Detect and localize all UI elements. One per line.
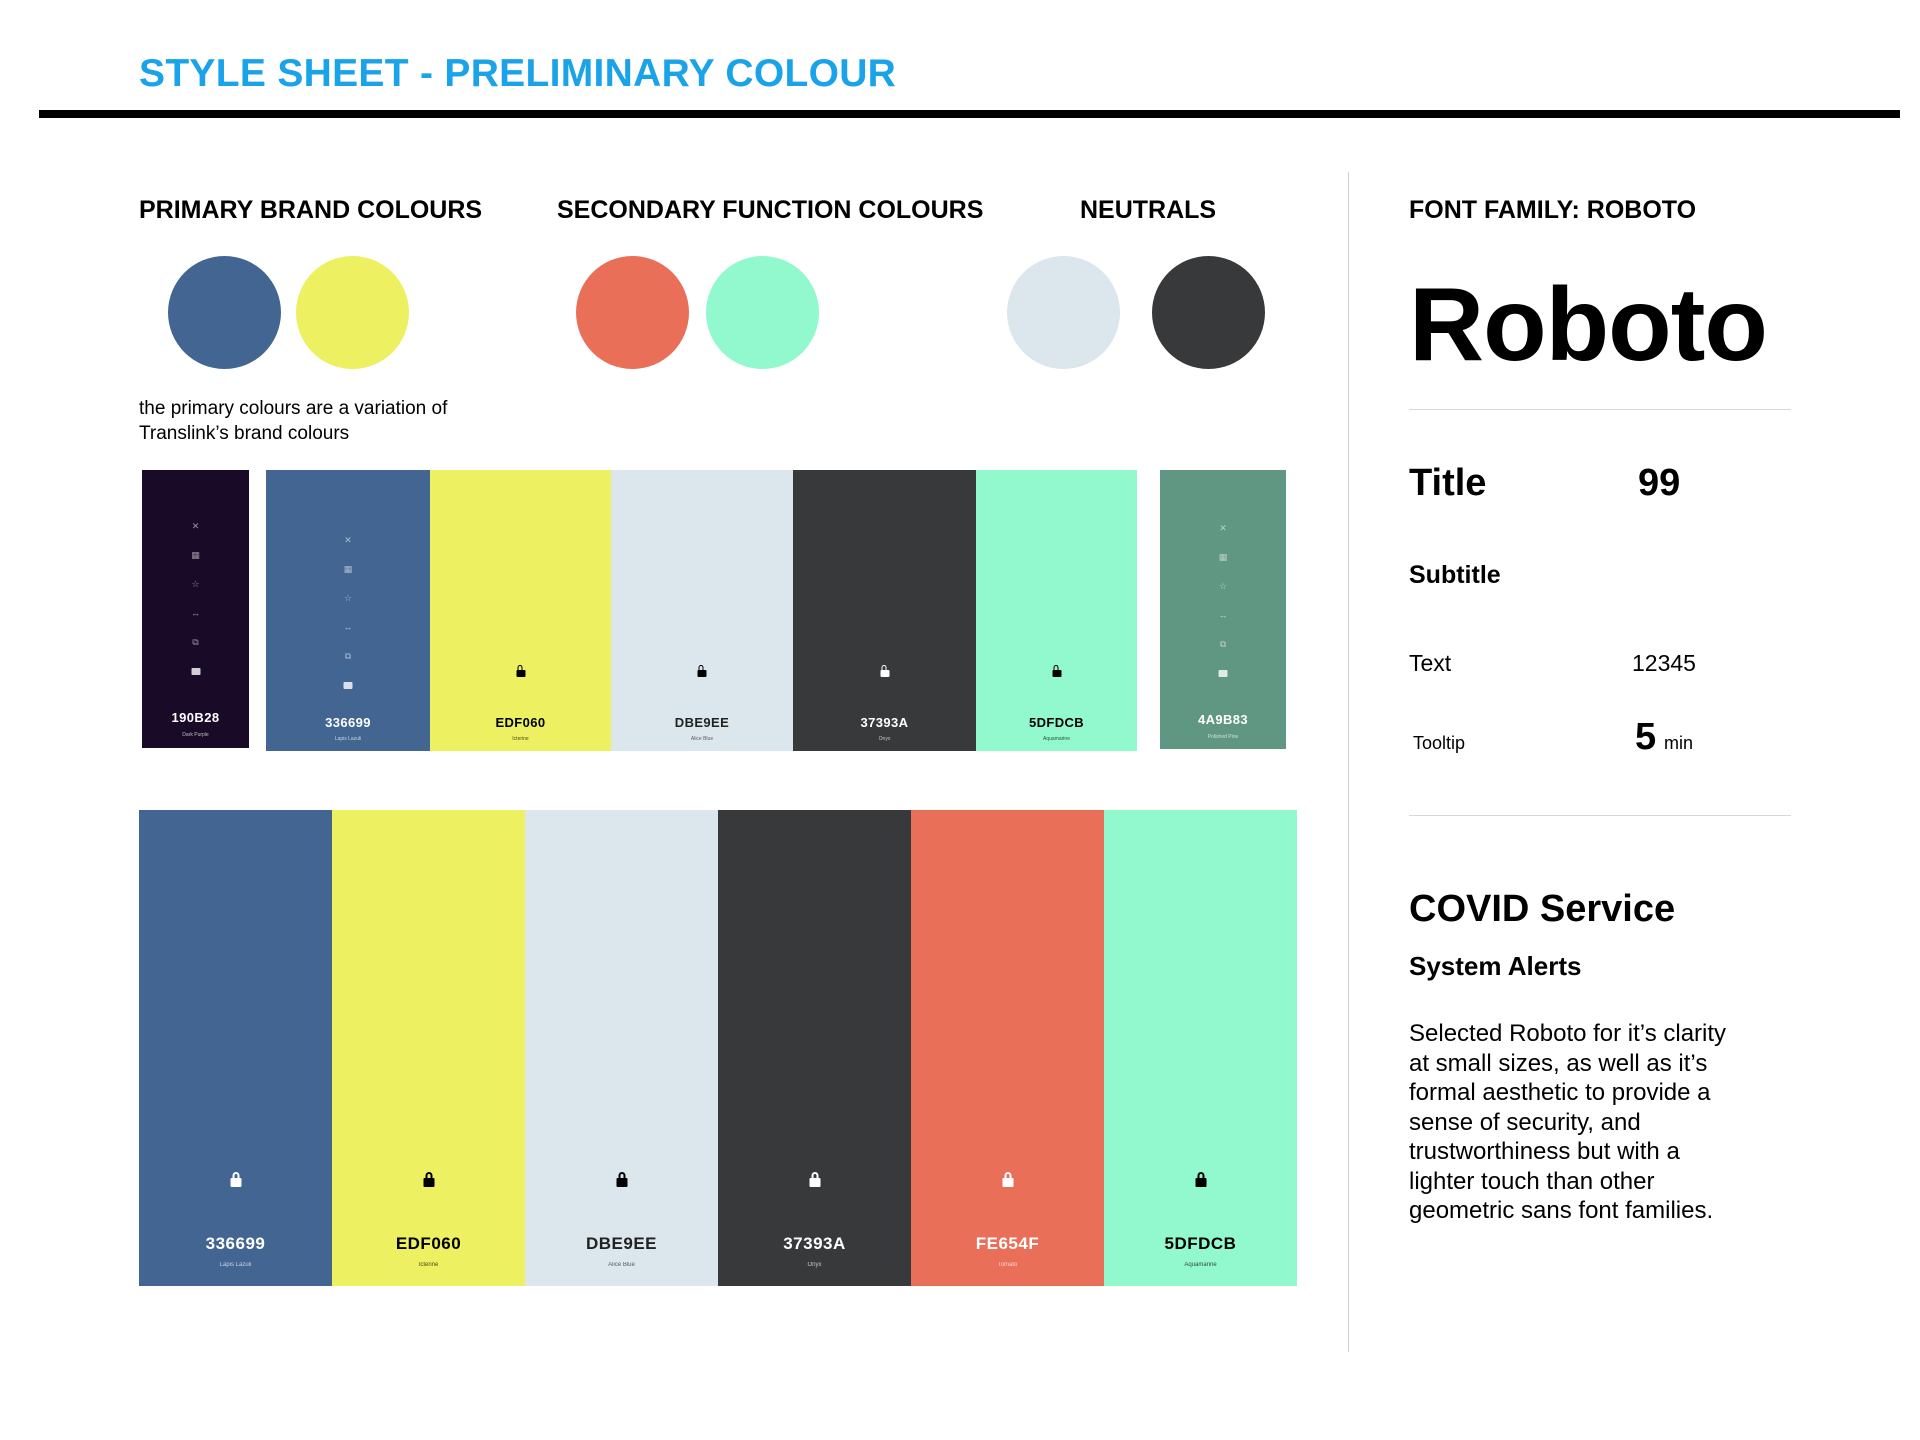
- swatch-hex-code: 37393A: [860, 715, 909, 730]
- copy-icon: ⧉: [344, 651, 352, 661]
- copy-icon: ⧉: [192, 637, 199, 647]
- divider: [1409, 815, 1791, 816]
- system-alerts-title: System Alerts: [1409, 951, 1582, 981]
- divider: [1409, 409, 1791, 410]
- secondary-colour-circle: [576, 256, 689, 369]
- swatch-colour-name: Dark Purple: [182, 732, 209, 738]
- bar-hex-code: DBE9EE: [585, 1234, 658, 1253]
- grid-icon: ▦: [343, 564, 353, 574]
- bar-colour-name: Onyx: [807, 1262, 822, 1268]
- secondary-colour-circle: [706, 256, 819, 369]
- colour-bar: DBE9EE Alice Blue: [525, 810, 718, 1286]
- column-divider: [1348, 172, 1349, 1352]
- bar-hex-code: 37393A: [783, 1234, 846, 1253]
- text-style-value: 12345: [1632, 650, 1696, 676]
- tooltip-style-unit: min: [1664, 733, 1694, 753]
- lock-icon: [809, 1172, 820, 1187]
- bar-colour-name: Alice Blue: [608, 1262, 635, 1268]
- secondary-colours-heading: SECONDARY FUNCTION COLOURS: [557, 196, 984, 224]
- lock-icon: [1218, 670, 1228, 677]
- close-icon: ✕: [1219, 523, 1227, 533]
- colour-bar: EDF060 Icterine: [332, 810, 525, 1286]
- swatch-colour-name: Polished Pine: [1207, 734, 1239, 740]
- swatch-hex-code: 5DFDCB: [1028, 715, 1085, 730]
- bar-hex-code: 5DFDCB: [1164, 1234, 1237, 1253]
- bar-hex-code: 336699: [205, 1234, 266, 1253]
- neutral-colour-circle: [1152, 256, 1265, 369]
- colour-swatch: 37393A Onyx: [793, 470, 976, 751]
- lock-icon: [616, 1172, 627, 1187]
- bar-hex-code: FE654F: [975, 1234, 1040, 1253]
- header-rule: [39, 110, 1900, 118]
- tooltip-style-value: 5: [1635, 716, 1657, 758]
- tooltip-style-label: Tooltip: [1413, 733, 1466, 753]
- lock-icon: [516, 665, 525, 677]
- star-icon: ☆: [343, 593, 353, 603]
- title-style-value: 99: [1638, 462, 1681, 504]
- swatch-colour-name: Aquamarine: [1043, 736, 1070, 742]
- lock-icon: [343, 682, 353, 689]
- close-icon: ✕: [191, 521, 200, 531]
- star-icon: ☆: [1218, 581, 1228, 591]
- bar-hex-code: EDF060: [395, 1234, 462, 1253]
- neutrals-heading: NEUTRALS: [1080, 196, 1217, 224]
- lock-icon: [191, 668, 200, 675]
- colour-bar: 5DFDCB Aquamarine: [1104, 810, 1297, 1286]
- lock-icon: [1002, 1172, 1013, 1187]
- copy-icon: ⧉: [1219, 639, 1227, 649]
- colour-swatch: DBE9EE Alice Blue: [611, 470, 793, 751]
- grid-icon: ▦: [191, 550, 200, 560]
- text-style-label: Text: [1409, 650, 1452, 676]
- lock-icon: [1195, 1172, 1206, 1187]
- font-family-heading: FONT FAMILY: ROBOTO: [1409, 196, 1697, 224]
- swap-icon: ↔: [343, 622, 353, 632]
- swatch-colour-name: Lapis Lazuli: [334, 736, 362, 742]
- subtitle-style-label: Subtitle: [1409, 561, 1501, 589]
- colour-swatch: EDF060 Icterine: [430, 470, 611, 751]
- swatch-hex-code: 4A9B83: [1197, 712, 1249, 727]
- primary-colour-circle: [296, 256, 409, 369]
- swatch-colour-name: Icterine: [512, 736, 529, 742]
- swatch-hex-code: 190B28: [171, 710, 220, 725]
- primary-colours-heading: PRIMARY BRAND COLOURS: [139, 196, 483, 224]
- bar-colour-name: Lapis Lazuli: [219, 1262, 252, 1268]
- covid-service-title: COVID Service: [1409, 888, 1676, 930]
- colour-bar: FE654F Tomato: [911, 810, 1104, 1286]
- grid-icon: ▦: [1218, 552, 1228, 562]
- swatch-hex-code: EDF060: [495, 715, 546, 730]
- font-sample: Roboto: [1409, 267, 1768, 383]
- bar-colour-name: Icterine: [418, 1262, 439, 1268]
- primary-colour-circle: [168, 256, 281, 369]
- swap-icon: ↔: [191, 608, 200, 618]
- lock-icon: [697, 665, 707, 677]
- swatch-hex-code: DBE9EE: [674, 715, 730, 730]
- page-title: STYLE SHEET - PRELIMINARY COLOUR: [139, 52, 897, 95]
- swatch-hex-code: 336699: [325, 715, 371, 730]
- colour-bar: 37393A Onyx: [718, 810, 911, 1286]
- star-icon: ☆: [191, 579, 200, 589]
- swatch-colour-name: Alice Blue: [690, 736, 714, 742]
- lock-icon: [1052, 665, 1061, 677]
- close-icon: ✕: [344, 535, 352, 545]
- swatch-colour-name: Onyx: [878, 736, 891, 742]
- bar-colour-name: Tomato: [997, 1262, 1018, 1268]
- colour-swatch: 5DFDCB Aquamarine: [976, 470, 1137, 751]
- colour-swatch: ✕ ▦ ☆ ↔ ⧉ 4A9B83 Polished Pine: [1160, 470, 1286, 749]
- colour-swatch: ✕ ▦ ☆ ↔ ⧉ 336699 Lapis Lazuli: [266, 470, 430, 751]
- colour-bar: 336699 Lapis Lazuli: [139, 810, 332, 1286]
- colour-swatch: ✕ ▦ ☆ ↔ ⧉ 190B28 Dark Purple: [142, 470, 249, 748]
- lock-icon: [423, 1172, 434, 1187]
- swap-icon: ↔: [1218, 610, 1228, 620]
- lock-icon: [230, 1172, 241, 1187]
- font-rationale-text: Selected Roboto for it’s clarity at smal…: [1409, 1020, 1727, 1224]
- primary-colours-note: the primary colours are a variation of T…: [139, 398, 448, 444]
- lock-icon: [880, 665, 889, 677]
- bar-colour-name: Aquamarine: [1184, 1262, 1217, 1268]
- neutral-colour-circle: [1007, 256, 1120, 369]
- title-style-label: Title: [1409, 462, 1487, 504]
